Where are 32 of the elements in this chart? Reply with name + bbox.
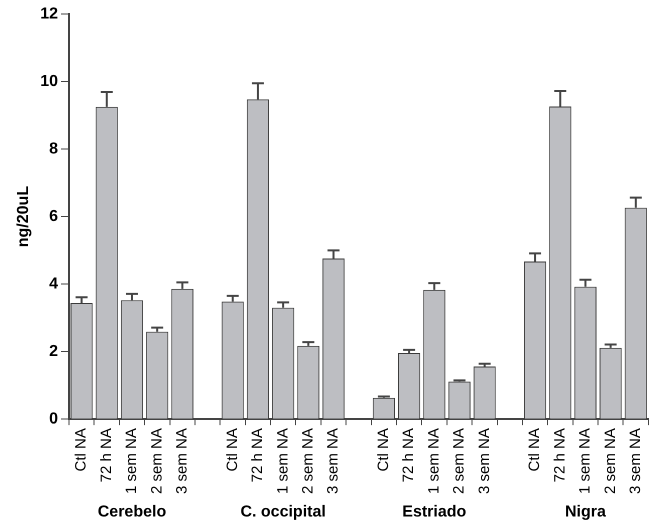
x-tick-label: 1 sem NA (576, 428, 594, 494)
x-tick-label: Ctl NA (224, 428, 241, 472)
text: C. occipital (240, 503, 326, 520)
x-tick-label: 3 sem NA (626, 428, 644, 494)
x-tick-label: 1 sem NA (425, 428, 442, 494)
y-axis-title: ng/20uL (15, 186, 32, 248)
x-tick-label: 72 h NA (249, 428, 266, 482)
y-tick-label: 8 (49, 140, 58, 158)
x-tick-label: 2 sem NA (148, 428, 166, 494)
x-tick-label: 3 sem NA (476, 428, 493, 494)
text: Cerebelo (98, 503, 166, 520)
x-tick-label: Ctl NA (375, 428, 392, 472)
x-tick-label: 3 sem NA (174, 428, 191, 494)
y-tick-label: 6 (49, 208, 58, 225)
x-tick-label: 1 sem NA (274, 428, 292, 494)
x-tick-label: 2 sem NA (450, 428, 468, 494)
x-tick-label: 72 h NA (98, 428, 115, 482)
y-tick-label: 10 (40, 72, 58, 90)
x-tick-label: 3 sem NA (324, 428, 342, 494)
x-tick-label: 1 sem NA (123, 428, 140, 494)
text: Nigra (564, 503, 606, 520)
y-tick-label: 4 (49, 276, 58, 293)
x-tick-label: Ctl NA (526, 428, 544, 472)
text: Estriado (402, 503, 467, 520)
x-tick-label: 72 h NA (551, 428, 568, 482)
y-tick-label: 2 (49, 343, 58, 360)
x-tick-label: 2 sem NA (602, 428, 619, 494)
x-tick-label: Ctl NA (72, 428, 90, 472)
y-tick-label: 12 (40, 5, 58, 22)
x-tick-label: 72 h NA (400, 428, 418, 482)
y-tick-label: 0 (49, 410, 58, 428)
x-tick-label: 2 sem NA (299, 428, 316, 494)
